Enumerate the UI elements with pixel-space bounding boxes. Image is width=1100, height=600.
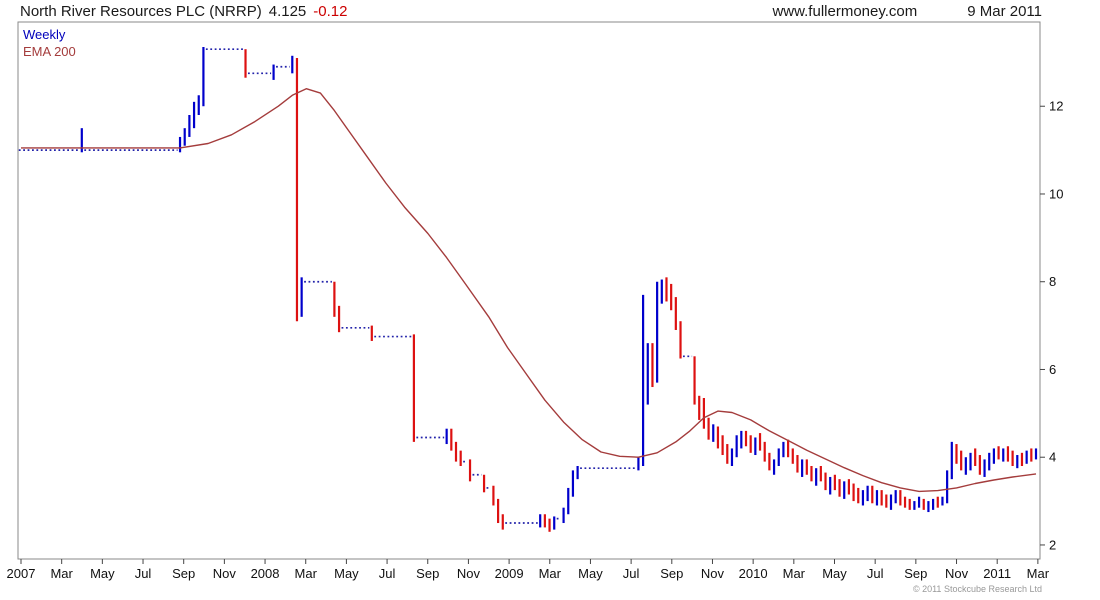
price-change: -0.12 [313, 3, 348, 20]
copyright-notice: © 2011 Stockcube Research Ltd [912, 584, 1042, 594]
svg-text:2011: 2011 [983, 566, 1011, 581]
unchanged-week-segments [18, 48, 693, 524]
last-price: 4.125 [268, 3, 307, 20]
svg-text:Sep: Sep [172, 566, 195, 581]
ema-line [21, 87, 1037, 493]
svg-text:Mar: Mar [539, 566, 562, 581]
svg-text:Jul: Jul [623, 566, 640, 581]
svg-text:Sep: Sep [416, 566, 439, 581]
svg-text:4: 4 [1049, 450, 1056, 465]
website-text: www.fullermoney.com [772, 3, 918, 20]
svg-text:Mar: Mar [295, 566, 318, 581]
x-axis: 2007 Mar May Jul Sep Nov 2008 Mar May Jul Sep Nov 20… [7, 559, 1050, 581]
svg-text:Sep: Sep [660, 566, 683, 581]
chart-date: 9 Mar 2011 [967, 3, 1042, 20]
svg-text:2009: 2009 [495, 566, 524, 581]
svg-text:Sep: Sep [904, 566, 927, 581]
legend-weekly-label: Weekly [23, 27, 66, 42]
svg-text:2007: 2007 [7, 566, 36, 581]
instrument-header: North River Resources PLC (NRRP) 4.125 -… [20, 3, 347, 20]
svg-text:Mar: Mar [783, 566, 806, 581]
svg-text:May: May [822, 566, 847, 581]
svg-text:2: 2 [1049, 537, 1056, 552]
svg-text:Nov: Nov [945, 566, 969, 581]
y-axis: 2 4 6 8 10 12 [1040, 99, 1063, 552]
svg-text:10: 10 [1049, 186, 1063, 201]
svg-text:Jul: Jul [135, 566, 152, 581]
svg-text:6: 6 [1049, 362, 1056, 377]
svg-text:2010: 2010 [739, 566, 768, 581]
plot-border [17, 21, 1041, 560]
svg-text:2008: 2008 [251, 566, 280, 581]
svg-text:8: 8 [1049, 274, 1056, 289]
svg-text:Mar: Mar [50, 566, 73, 581]
svg-text:Nov: Nov [701, 566, 725, 581]
chart-legend: Weekly EMA 200 [23, 26, 76, 60]
svg-text:12: 12 [1049, 99, 1063, 114]
svg-text:Jul: Jul [379, 566, 396, 581]
svg-text:Jul: Jul [867, 566, 884, 581]
chart-header: North River Resources PLC (NRRP) 4.125 -… [20, 3, 1042, 20]
svg-text:Nov: Nov [213, 566, 237, 581]
svg-text:Nov: Nov [457, 566, 481, 581]
svg-text:May: May [90, 566, 115, 581]
instrument-title: North River Resources PLC (NRRP) [20, 3, 262, 20]
svg-text:May: May [578, 566, 603, 581]
legend-ema-label: EMA 200 [23, 44, 76, 59]
price-bars [80, 47, 1038, 532]
source-header: www.fullermoney.com 9 Mar 2011 [772, 3, 1042, 20]
svg-text:May: May [334, 566, 359, 581]
svg-text:Mar: Mar [1027, 566, 1050, 581]
